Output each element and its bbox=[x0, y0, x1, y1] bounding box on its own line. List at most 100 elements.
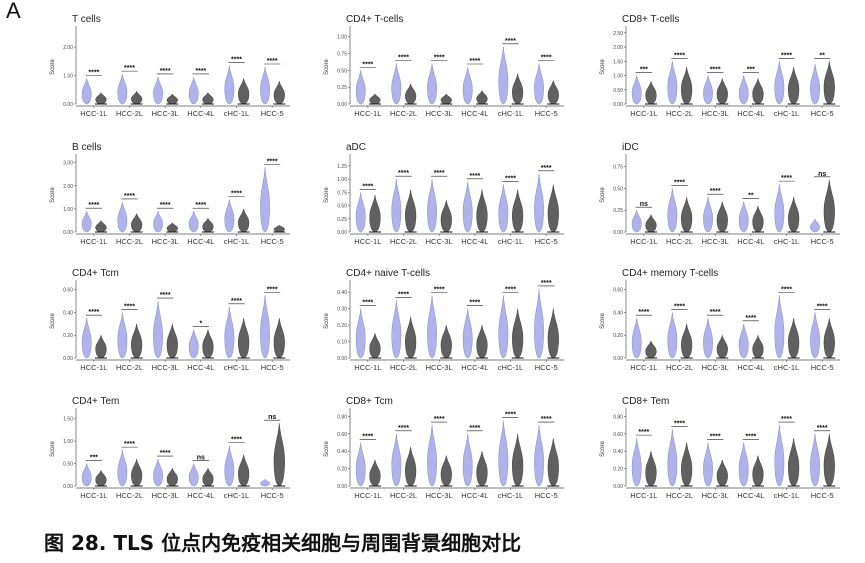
y-tick-label: 2.00 bbox=[613, 45, 623, 51]
x-tick-label: HCC-5 bbox=[535, 109, 558, 118]
violin-background bbox=[405, 189, 417, 233]
violin-tls bbox=[631, 75, 642, 105]
y-tick-label: 0.50 bbox=[63, 462, 73, 468]
violin-background bbox=[273, 318, 285, 359]
violin-tls bbox=[667, 61, 678, 105]
y-tick-label: 0.25 bbox=[337, 217, 347, 223]
chart-title: CD4+ memory T-cells bbox=[622, 268, 718, 279]
violin-background bbox=[440, 93, 452, 105]
violin-background bbox=[131, 212, 143, 233]
violin-background bbox=[440, 455, 452, 487]
significance-label: **** bbox=[469, 300, 480, 307]
violin-background bbox=[238, 78, 250, 105]
chart-title: B cells bbox=[72, 142, 101, 153]
significance-label: **** bbox=[362, 183, 373, 190]
y-tick-label: 0.25 bbox=[337, 85, 347, 91]
x-tick-label: HCC-1L bbox=[80, 237, 107, 246]
violin-tls bbox=[631, 318, 642, 359]
significance-label: **** bbox=[817, 425, 828, 432]
violin-tls bbox=[810, 433, 820, 487]
y-tick-label: 3.00 bbox=[63, 161, 73, 167]
y-tick-label: 0.60 bbox=[613, 432, 623, 438]
violin-tls bbox=[427, 179, 437, 233]
significance-label: **** bbox=[674, 52, 685, 59]
x-tick-label: HCC-2L bbox=[666, 109, 693, 118]
violin-tls bbox=[224, 306, 235, 359]
significance-label: ns bbox=[640, 201, 648, 208]
violin-tls bbox=[498, 46, 509, 105]
violin-chart: CD4+ Tem Score 0.00 0.50 1.00 1.50 *** HCC-1L **… bbox=[50, 396, 290, 500]
significance-label: ** bbox=[819, 52, 825, 59]
x-tick-label: cHC-1L bbox=[774, 237, 799, 246]
violin-background bbox=[202, 467, 214, 487]
significance-label: **** bbox=[160, 202, 171, 209]
y-tick-label: 0.00 bbox=[63, 102, 73, 108]
violin-chart: CD4+ memory T-cells Score 0.00 0.20 0.40 0.60… bbox=[600, 268, 840, 372]
violin-tls bbox=[774, 425, 785, 487]
violin-tls bbox=[810, 64, 820, 105]
violin-background bbox=[369, 93, 381, 105]
y-axis-label: Score bbox=[324, 441, 330, 457]
x-tick-label: HCC-5 bbox=[261, 363, 284, 372]
violin-background bbox=[788, 438, 800, 487]
x-tick-label: HCC-2L bbox=[390, 363, 417, 372]
y-tick-label: 0.80 bbox=[613, 414, 623, 420]
significance-label: **** bbox=[674, 179, 685, 186]
y-tick-label: 0.00 bbox=[63, 484, 73, 490]
significance-label: **** bbox=[505, 38, 516, 45]
significance-label: **** bbox=[88, 202, 99, 209]
violin-background bbox=[547, 438, 559, 487]
x-tick-label: HCC-1L bbox=[354, 109, 381, 118]
y-axis-label: Score bbox=[50, 313, 56, 329]
x-tick-label: cHC-1L bbox=[498, 109, 523, 118]
violin-chart: CD4+ T-cells Score 0.00 0.25 0.50 0.75 1.00 ***… bbox=[324, 14, 564, 118]
violin-tls bbox=[774, 184, 785, 233]
violin-chart: aDC Score 0.00 0.25 0.50 0.75 1.00 1.25 **** HCC-… bbox=[324, 142, 564, 246]
significance-label: ns bbox=[818, 171, 826, 178]
violin-background bbox=[788, 318, 800, 359]
violin-tls bbox=[738, 442, 749, 487]
significance-label: **** bbox=[541, 416, 552, 423]
x-tick-label: HCC-5 bbox=[261, 237, 284, 246]
significance-label: **** bbox=[745, 315, 756, 322]
y-tick-label: 1.00 bbox=[337, 35, 347, 41]
x-tick-label: HCC-3L bbox=[426, 109, 453, 118]
violin-background bbox=[788, 66, 800, 105]
violin-tls bbox=[738, 323, 749, 359]
x-tick-label: cHC-1L bbox=[774, 491, 799, 500]
y-tick-label: 0.60 bbox=[337, 432, 347, 438]
x-tick-label: HCC-3L bbox=[426, 237, 453, 246]
significance-label: **** bbox=[267, 286, 278, 293]
x-tick-label: cHC-1L bbox=[774, 109, 799, 118]
y-axis-label: Score bbox=[600, 441, 606, 457]
violin-tls bbox=[462, 308, 473, 359]
y-tick-label: 0.20 bbox=[613, 333, 623, 339]
y-tick-label: 1.00 bbox=[613, 74, 623, 80]
violin-tls bbox=[462, 433, 473, 487]
y-axis-label: Score bbox=[600, 59, 606, 75]
violin-background bbox=[440, 200, 452, 233]
x-tick-label: HCC-1L bbox=[630, 109, 657, 118]
violin-background bbox=[405, 446, 417, 487]
violin-background bbox=[681, 197, 693, 233]
x-tick-label: HCC-3L bbox=[702, 237, 729, 246]
violin-background bbox=[716, 201, 728, 233]
y-tick-label: 0.00 bbox=[63, 356, 73, 362]
significance-label: **** bbox=[231, 191, 242, 198]
significance-label: **** bbox=[434, 55, 445, 62]
violin-background bbox=[476, 90, 488, 105]
y-axis-label: Score bbox=[50, 59, 56, 75]
x-tick-label: cHC-1L bbox=[224, 109, 249, 118]
violin-chart: T cells Score 0.00 1.00 2.00 **** HCC-1L **** HC… bbox=[50, 14, 290, 118]
chart-title: CD4+ Tcm bbox=[72, 268, 119, 279]
violin-background bbox=[476, 189, 488, 233]
significance-label: **** bbox=[505, 287, 516, 294]
x-tick-label: HCC-1L bbox=[80, 363, 107, 372]
significance-label: **** bbox=[231, 57, 242, 64]
x-tick-label: HCC-5 bbox=[811, 491, 834, 500]
y-tick-label: 0.20 bbox=[63, 333, 73, 339]
violin-background bbox=[476, 325, 488, 359]
significance-label: **** bbox=[817, 303, 828, 310]
violin-background bbox=[166, 93, 178, 105]
significance-label: **** bbox=[710, 188, 721, 195]
